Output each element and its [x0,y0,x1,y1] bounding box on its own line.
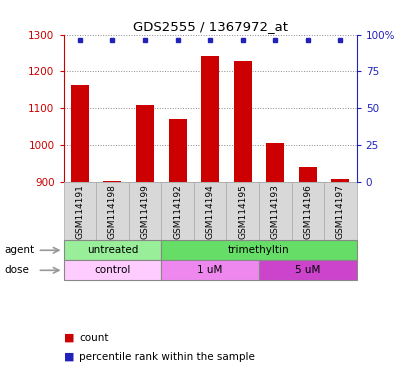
Text: control: control [94,265,130,275]
Text: GSM114199: GSM114199 [140,184,149,239]
Text: GSM114197: GSM114197 [335,184,344,239]
Text: GSM114195: GSM114195 [238,184,247,239]
Text: untreated: untreated [87,245,138,255]
Title: GDS2555 / 1367972_at: GDS2555 / 1367972_at [132,20,287,33]
Bar [258,182,291,240]
Bar [233,61,251,182]
Bar [161,260,258,280]
Bar [128,182,161,240]
Bar [258,260,356,280]
Bar [330,179,348,182]
Text: GSM114198: GSM114198 [108,184,117,239]
Text: GSM114196: GSM114196 [303,184,312,239]
Bar [201,56,218,182]
Text: trimethyltin: trimethyltin [228,245,289,255]
Bar [193,182,226,240]
Text: GSM114193: GSM114193 [270,184,279,239]
Bar [63,182,96,240]
Text: GSM114194: GSM114194 [205,184,214,239]
Bar [161,182,193,240]
Text: GSM114191: GSM114191 [75,184,84,239]
Text: dose: dose [4,265,29,275]
Text: ■: ■ [63,333,74,343]
Bar [161,240,356,260]
Bar [291,182,324,240]
Text: percentile rank within the sample: percentile rank within the sample [79,352,254,362]
Bar [96,182,128,240]
Text: ■: ■ [63,352,74,362]
Bar [324,182,356,240]
Bar [266,143,283,182]
Text: agent: agent [4,245,34,255]
Text: GSM114192: GSM114192 [173,184,182,239]
Bar [71,85,89,182]
Bar [63,260,161,280]
Bar [168,119,186,182]
Text: 5 uM: 5 uM [294,265,320,275]
Bar [136,105,153,182]
Bar [226,182,258,240]
Bar [63,240,161,260]
Bar [298,167,316,182]
Text: 1 uM: 1 uM [197,265,222,275]
Text: count: count [79,333,108,343]
